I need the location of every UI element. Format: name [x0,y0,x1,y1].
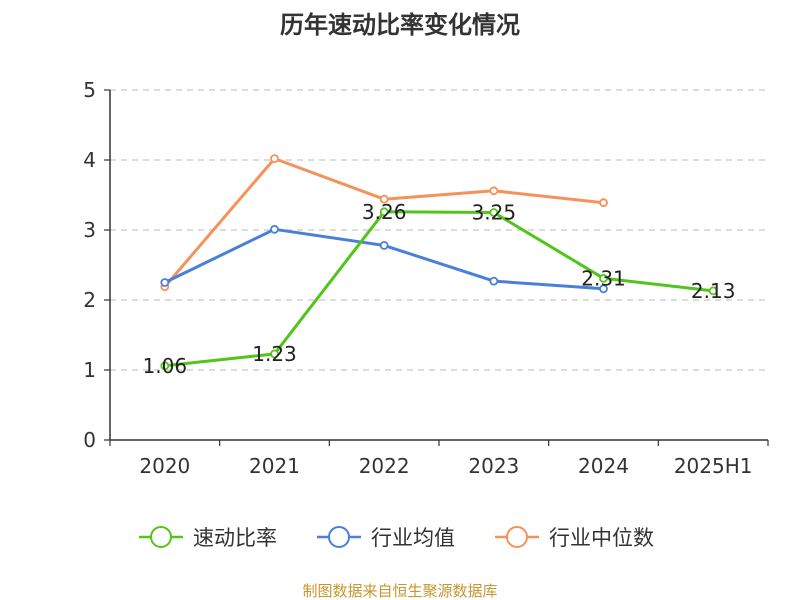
data-point [160,361,170,371]
source-note: 制图数据来自恒生聚源数据库 [302,582,497,600]
data-label: 1.06 [143,354,188,378]
legend-marker [150,526,172,548]
data-label: 2.13 [691,279,736,303]
legend-marker [506,526,528,548]
data-point [379,207,389,217]
y-tick-label: 3 [83,218,96,242]
data-label: 2.31 [581,266,626,290]
legend-label: 行业均值 [371,526,455,550]
series-2 [160,224,608,294]
axes [104,89,769,446]
data-point [489,208,499,217]
data-label: 1.23 [252,342,297,366]
y-axis-ticks: 0 1 2 3 4 5 [83,78,96,452]
y-tick-label: 2 [83,288,96,312]
data-point [270,224,279,234]
legend-item-2: 行业均值 [317,526,455,550]
y-tick-label: 0 [83,428,96,452]
x-tick-label: 2024 [578,454,629,478]
data-point [270,154,279,164]
data-label: 3.26 [362,200,407,224]
y-tick-label: 1 [83,358,96,382]
data-point [489,186,499,196]
data-point [489,276,499,286]
series-line [164,210,714,368]
data-point [599,198,608,208]
data-point [270,349,279,359]
data-point [599,284,608,294]
grid-lines [110,89,768,371]
data-point [599,273,608,283]
series-group [160,154,718,371]
data-point [160,278,170,287]
x-tick-label: 2025H1 [674,454,753,478]
data-point [379,240,389,250]
data-point [708,286,718,296]
legend-item-1: 速动比率 [139,526,277,550]
x-tick-label: 2023 [468,454,519,478]
data-label: 3.25 [472,201,517,225]
x-tick-label: 2021 [249,454,300,478]
x-tick-label: 2022 [359,454,410,478]
series-1 [160,207,718,371]
legend-item-3: 行业中位数 [495,526,654,550]
x-axis-ticks: 2020 2021 2022 2023 2024 2025H1 [139,454,752,478]
legend-label: 速动比率 [193,526,277,550]
legend: 速动比率 行业均值 行业中位数 [139,526,654,550]
legend-marker [328,526,350,548]
data-labels: 1.06 1.23 3.26 3.25 2.31 2.13 [143,200,736,378]
x-tick-label: 2020 [139,454,190,478]
data-point [379,194,389,204]
y-tick-label: 4 [83,148,96,172]
legend-label: 行业中位数 [549,526,654,550]
chart-title: 历年速动比率变化情况 [280,11,520,39]
y-tick-label: 5 [83,78,96,102]
series-3 [160,154,608,292]
